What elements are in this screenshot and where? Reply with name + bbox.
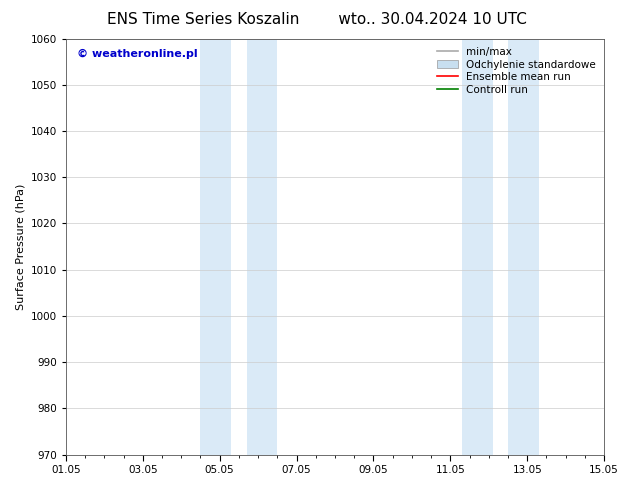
Bar [247, 39, 277, 455]
Bar [200, 39, 231, 455]
Bar [508, 39, 539, 455]
Text: © weatheronline.pl: © weatheronline.pl [77, 49, 197, 59]
Y-axis label: Surface Pressure (hPa): Surface Pressure (hPa) [15, 183, 25, 310]
Text: ENS Time Series Koszalin        wto.. 30.04.2024 10 UTC: ENS Time Series Koszalin wto.. 30.04.202… [107, 12, 527, 27]
Bar [462, 39, 493, 455]
Legend: min/max, Odchylenie standardowe, Ensemble mean run, Controll run: min/max, Odchylenie standardowe, Ensembl… [434, 44, 599, 98]
